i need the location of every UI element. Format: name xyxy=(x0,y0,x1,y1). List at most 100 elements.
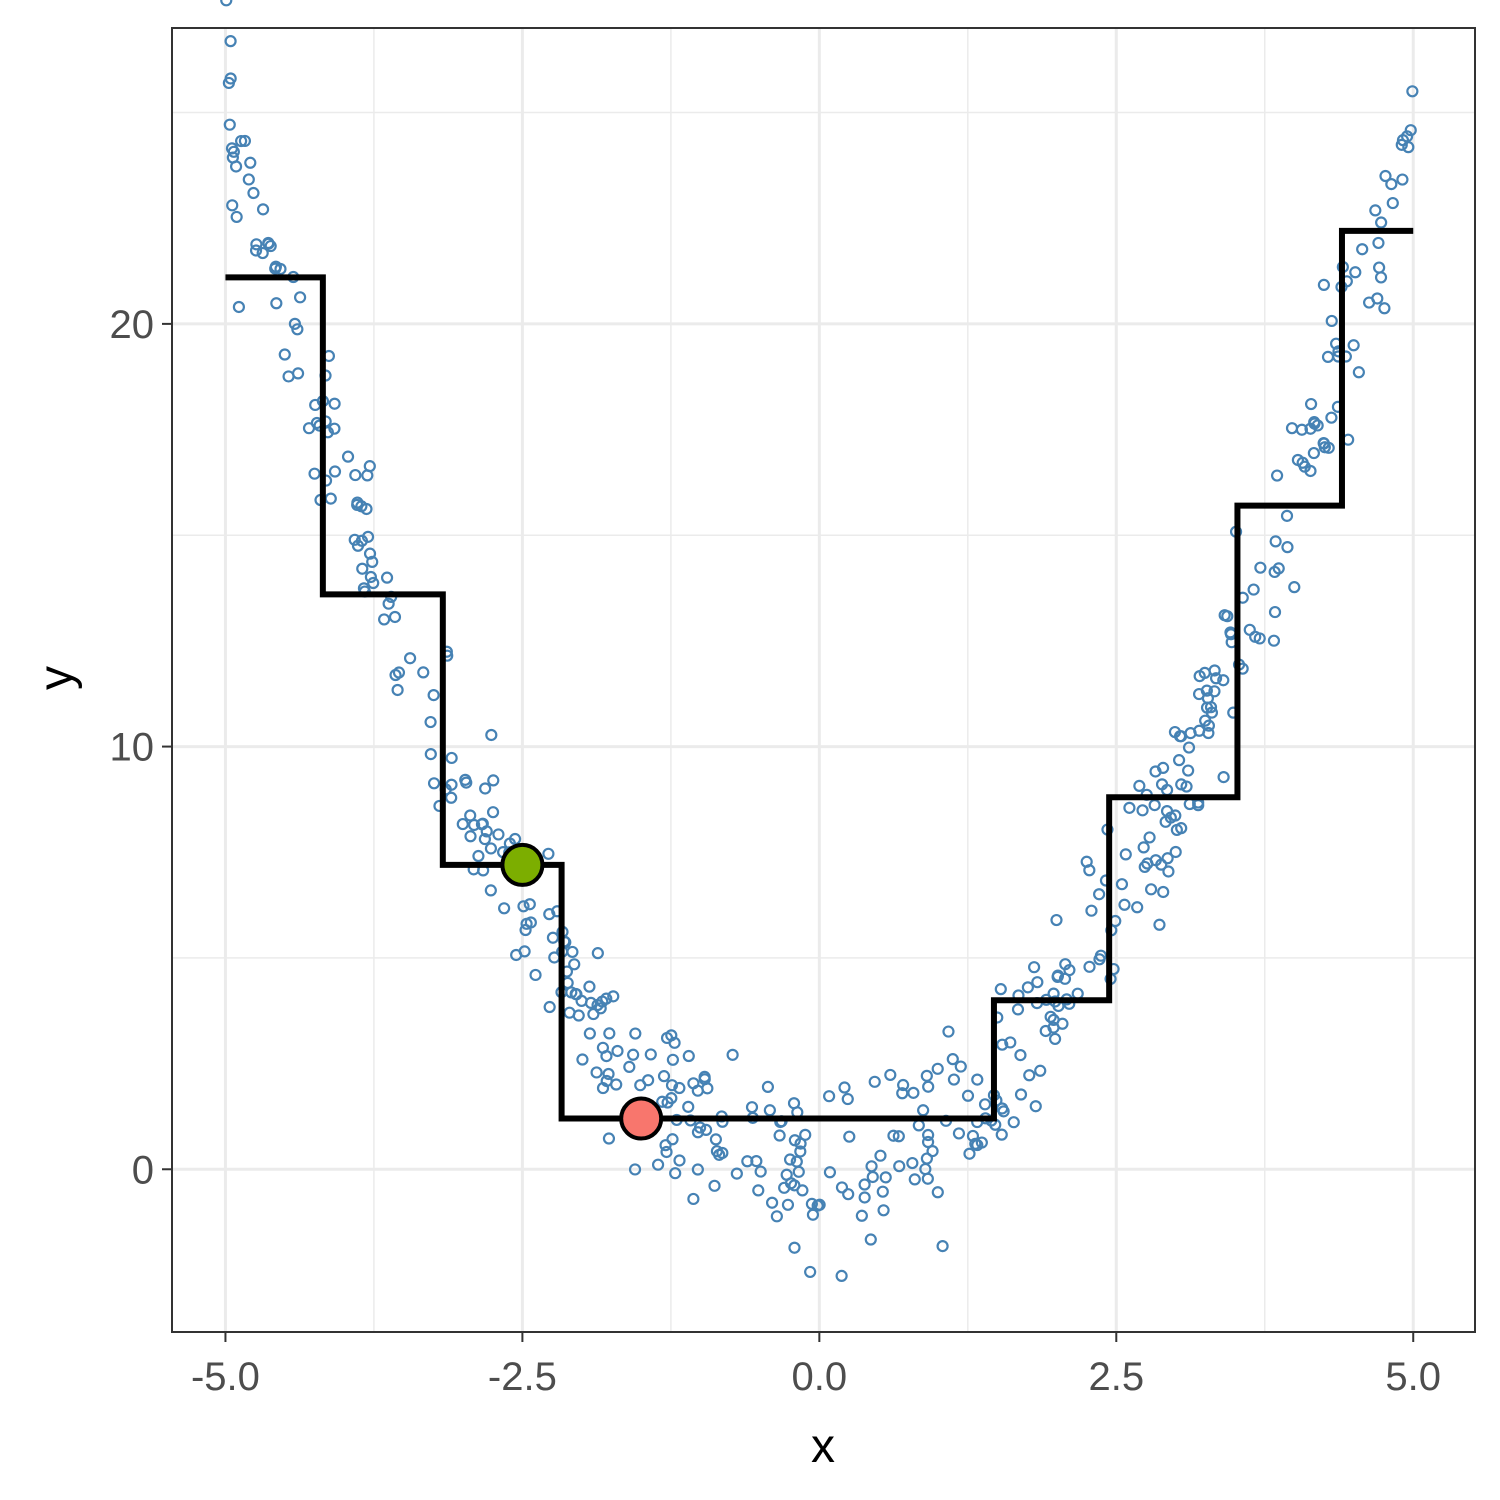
scatter-point xyxy=(487,774,500,787)
scatter-point xyxy=(456,817,469,831)
scatter-point xyxy=(908,1173,921,1186)
scatter-point xyxy=(1059,958,1072,971)
scatter-point xyxy=(1085,904,1098,917)
x-tick-label: 5.0 xyxy=(1385,1355,1441,1399)
scatter-point xyxy=(566,945,579,959)
scatter-point xyxy=(1371,292,1384,305)
scatter-point xyxy=(1285,422,1299,435)
scatter-point xyxy=(1047,1021,1060,1034)
scatter-point xyxy=(823,1090,836,1103)
y-tick-label: 20 xyxy=(110,303,155,347)
scatter-point xyxy=(823,1166,837,1179)
scatter-point xyxy=(1182,764,1195,777)
scatter-point xyxy=(1156,761,1170,775)
scatter-point xyxy=(269,260,282,273)
x-tick-label: 0.0 xyxy=(792,1355,848,1399)
scatter-point xyxy=(1356,243,1369,256)
scatter-point xyxy=(1268,605,1282,619)
scatter-point xyxy=(896,1087,909,1100)
scatter-point xyxy=(1083,960,1096,973)
scatter-point xyxy=(673,1081,686,1095)
scatter-point xyxy=(1254,561,1267,574)
y-axis-title: y xyxy=(30,666,83,690)
scatter-point xyxy=(224,35,237,48)
scatter-point xyxy=(887,1129,900,1142)
scatter-point xyxy=(238,134,252,148)
scatter-point xyxy=(1208,685,1221,698)
scatter-point xyxy=(380,571,394,584)
scatter-point xyxy=(510,948,523,962)
scatter-point xyxy=(788,1241,801,1254)
scatter-point xyxy=(660,1145,673,1159)
scatter-point xyxy=(1378,302,1391,315)
scatter-point xyxy=(1208,664,1221,677)
scatter-point xyxy=(922,1080,935,1093)
scatter-point xyxy=(224,72,237,85)
scatter-point xyxy=(879,1171,892,1184)
scatter-point xyxy=(835,1269,848,1282)
scatter-point xyxy=(583,980,596,993)
x-tick-label: -5.0 xyxy=(191,1355,260,1399)
scatter-point xyxy=(770,1210,783,1223)
scatter-point xyxy=(1080,855,1093,868)
scatter-point xyxy=(223,118,236,131)
scatter-point xyxy=(242,173,255,186)
scatter-point xyxy=(1034,1064,1047,1077)
scatter-point xyxy=(256,203,270,216)
scatter-point xyxy=(673,1154,686,1167)
scatter-point xyxy=(691,1126,705,1139)
scatter-point xyxy=(1386,196,1399,210)
scatter-point xyxy=(1272,562,1285,575)
scatter-point xyxy=(1118,898,1131,911)
scatter-point xyxy=(308,467,321,480)
major-gridlines xyxy=(172,28,1475,1332)
scatter-point xyxy=(701,1082,714,1095)
scatter-point xyxy=(783,1153,797,1166)
y-tick-label: 0 xyxy=(132,1148,154,1192)
scatter-point xyxy=(546,931,560,944)
scatter-point xyxy=(1205,706,1219,719)
scatter-point xyxy=(1164,811,1177,824)
scatter-point xyxy=(570,988,583,1001)
scatter-point xyxy=(1136,804,1149,817)
scatter-point xyxy=(472,849,485,863)
scatter-point xyxy=(1221,610,1234,623)
scatter-point xyxy=(328,465,342,478)
scatter-point xyxy=(1172,754,1186,767)
scatter-point xyxy=(1048,1032,1062,1046)
scatter-point xyxy=(568,958,581,971)
scatter-point xyxy=(1044,1010,1057,1023)
scatter-point xyxy=(235,134,248,148)
scatter-point xyxy=(1193,670,1206,683)
scatter-point xyxy=(961,1089,975,1102)
scatter-point xyxy=(1131,901,1144,914)
scatter-point xyxy=(780,1168,793,1181)
scatter-point xyxy=(391,683,404,697)
scatter-point xyxy=(220,0,233,7)
scatter-point xyxy=(794,1137,807,1150)
scatter-point xyxy=(1051,969,1065,982)
scatter-point xyxy=(876,1185,889,1198)
scatter-point xyxy=(644,1048,657,1061)
scatter-point xyxy=(884,1068,897,1082)
scatter-point xyxy=(1280,509,1294,522)
scatter-point xyxy=(835,1181,849,1194)
scatter-point xyxy=(661,1096,674,1109)
scatter-point xyxy=(382,597,395,610)
scatter-point xyxy=(629,1027,642,1040)
scatter-point xyxy=(892,1130,905,1143)
scatter-point xyxy=(363,460,376,473)
scatter-point xyxy=(378,613,391,626)
scatter-point xyxy=(351,496,364,509)
scatter-point xyxy=(1304,397,1318,411)
scatter-point xyxy=(427,688,440,702)
scatter-point xyxy=(838,1081,851,1094)
scatter-point xyxy=(1143,831,1156,844)
scatter-point xyxy=(1119,848,1132,861)
scatter-point xyxy=(1145,883,1158,896)
scatter-point xyxy=(594,1002,607,1015)
scatter-point xyxy=(427,777,441,790)
scatter-point xyxy=(607,990,620,1003)
scatter-point xyxy=(1200,684,1213,697)
